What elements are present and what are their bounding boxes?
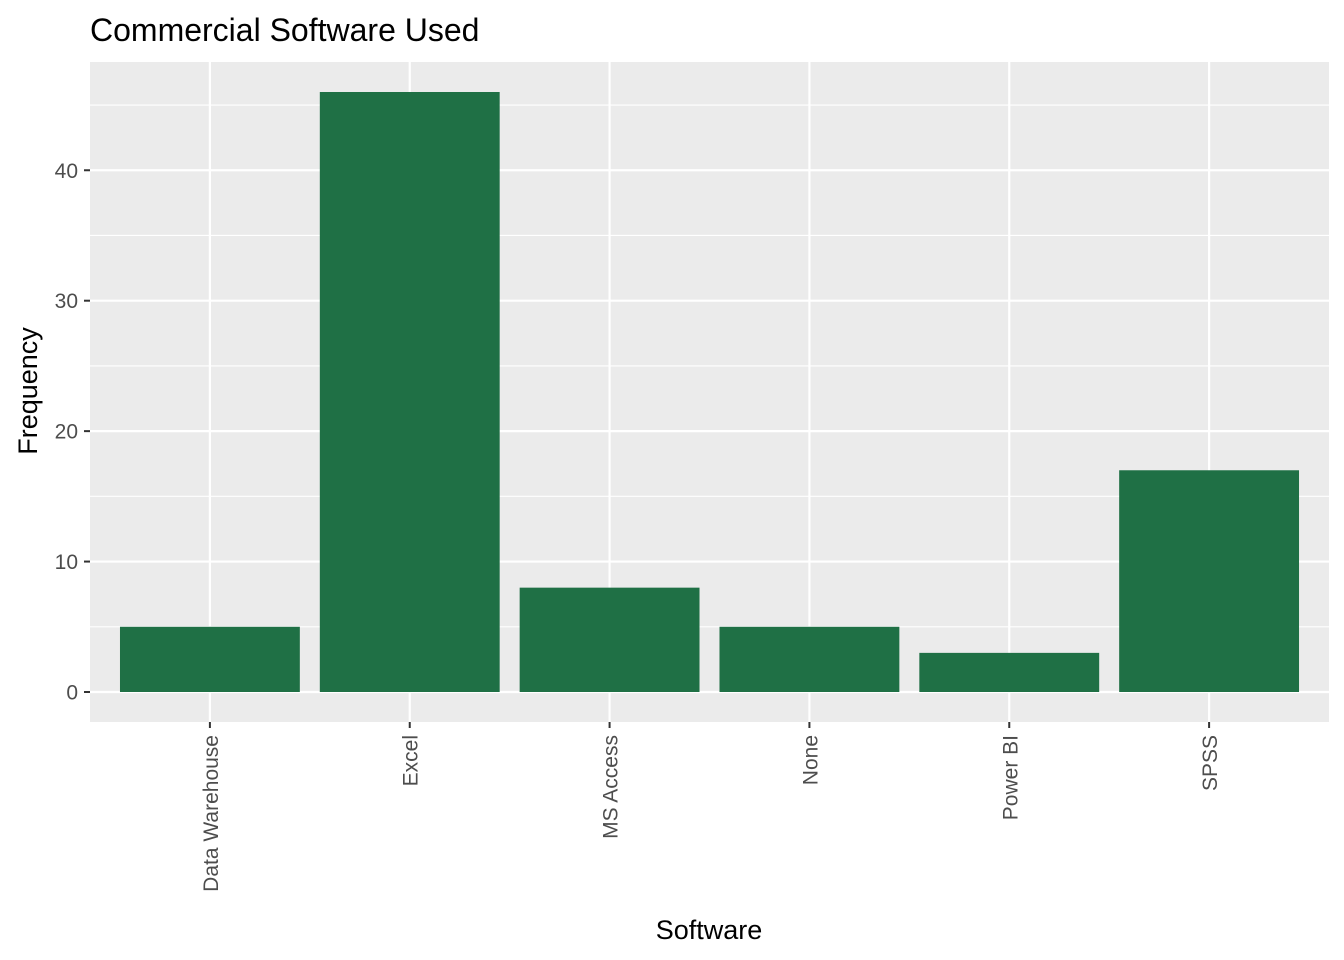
y-tick-label: 0 <box>66 682 78 705</box>
bars <box>119 92 1300 692</box>
x-axis-title: Software <box>656 915 763 945</box>
x-tick-label: Excel <box>400 735 423 786</box>
bar-power-bi <box>919 652 1100 692</box>
y-axis: 0 10 20 30 40 <box>55 160 90 705</box>
x-tick-label: Power BI <box>999 735 1022 820</box>
x-tick-label: MS Access <box>600 735 623 839</box>
y-tick-label: 10 <box>55 551 78 574</box>
bar-none <box>719 626 900 692</box>
y-tick-label: 20 <box>55 421 78 444</box>
y-tick-label: 40 <box>55 160 78 183</box>
y-tick-label: 30 <box>55 290 78 313</box>
x-tick-label: Data Warehouse <box>200 735 223 892</box>
x-tick-label: None <box>799 735 822 785</box>
y-axis-title: Frequency <box>13 327 43 455</box>
x-axis: Data Warehouse Excel MS Access None Power BI… <box>200 722 1222 892</box>
x-tick-label: SPSS <box>1199 735 1222 791</box>
bar-data-warehouse <box>119 626 300 692</box>
bar-spss <box>1119 470 1300 692</box>
chart-title: Commercial Software Used <box>90 12 479 48</box>
bar-excel <box>319 92 500 692</box>
bar-ms-access <box>519 587 700 692</box>
